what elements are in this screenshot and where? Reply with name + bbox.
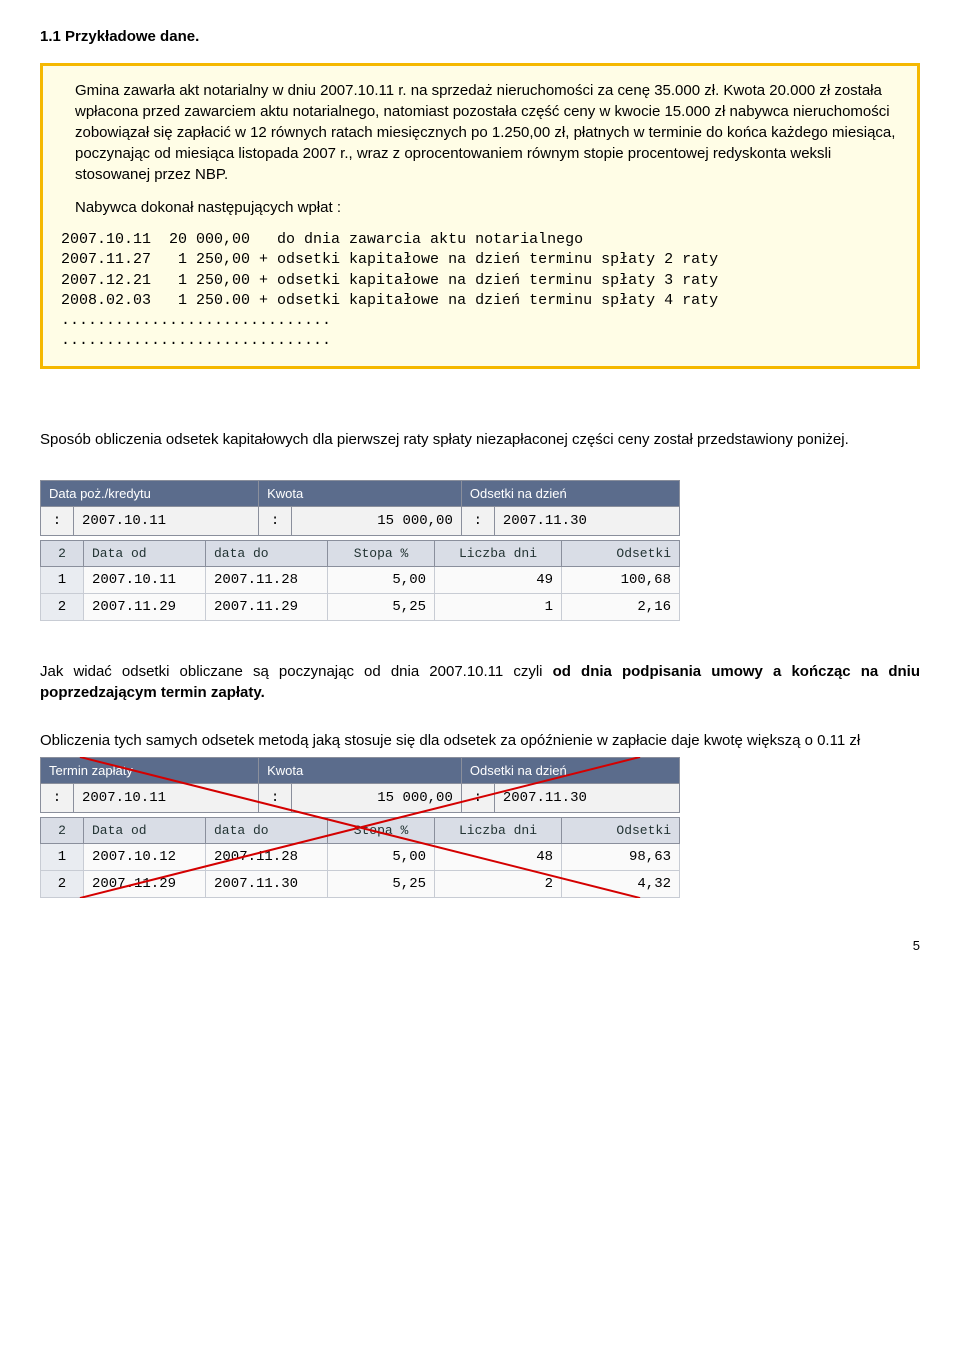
cell-od: 2007.10.12	[84, 843, 206, 870]
crossed-table-wrapper: Termin zapłaty Kwota Odsetki na dzień : …	[40, 757, 680, 898]
cell-do: 2007.11.28	[206, 566, 328, 593]
input-odate[interactable]: 2007.11.30	[494, 506, 679, 535]
colon: :	[461, 506, 494, 535]
cell-dni: 2	[435, 870, 562, 897]
cell-od: 2007.10.11	[84, 566, 206, 593]
example-box: Gmina zawarła akt notarialny w dniu 2007…	[40, 63, 920, 369]
cell-stopa: 5,00	[328, 843, 435, 870]
sub-c1: Data od	[84, 817, 206, 843]
th-odate: Odsetki na dzień	[461, 480, 679, 506]
row-num: 1	[41, 843, 84, 870]
sub-c4: Liczba dni	[435, 817, 562, 843]
th-amount: Kwota	[259, 757, 462, 783]
table1-header: Data poż./kredytu Kwota Odsetki na dzień	[41, 480, 680, 506]
table2-header: Termin zapłaty Kwota Odsetki na dzień	[41, 757, 680, 783]
sub-c3: Stopa %	[328, 817, 435, 843]
cell-dni: 48	[435, 843, 562, 870]
sub-c5: Odsetki	[562, 817, 680, 843]
payments-mono: 2007.10.11 20 000,00 do dnia zawarcia ak…	[61, 230, 899, 352]
paragraph-2: Jak widać odsetki obliczane są poczynają…	[40, 661, 920, 703]
row-num: 1	[41, 566, 84, 593]
table-row: 2 2007.11.29 2007.11.29 5,25 1 2,16	[41, 593, 680, 620]
table1-subheader: 2 Data od data do Stopa % Liczba dni Ods…	[41, 540, 680, 566]
input-amount[interactable]: 15 000,00	[292, 783, 462, 812]
sub-c2: data do	[206, 540, 328, 566]
calc-table-1: Data poż./kredytu Kwota Odsetki na dzień…	[40, 480, 680, 536]
input-amount[interactable]: 15 000,00	[292, 506, 462, 535]
cell-stopa: 5,25	[328, 870, 435, 897]
paragraph-3: Obliczenia tych samych odsetek metodą ja…	[40, 730, 920, 751]
colon: :	[259, 783, 292, 812]
colon: :	[41, 506, 74, 535]
th-date: Termin zapłaty	[41, 757, 259, 783]
cell-dni: 49	[435, 566, 562, 593]
page-number: 5	[40, 938, 920, 953]
cell-ods: 98,63	[562, 843, 680, 870]
table-row: 1 2007.10.12 2007.11.28 5,00 48 98,63	[41, 843, 680, 870]
colon: :	[259, 506, 292, 535]
table-row: 1 2007.10.11 2007.11.28 5,00 49 100,68	[41, 566, 680, 593]
sub-c3: Stopa %	[328, 540, 435, 566]
section-title: 1.1 Przykładowe dane.	[40, 28, 920, 45]
calc-table-1-rows: 2 Data od data do Stopa % Liczba dni Ods…	[40, 540, 680, 621]
cell-stopa: 5,00	[328, 566, 435, 593]
cell-od: 2007.11.29	[84, 870, 206, 897]
th-date: Data poż./kredytu	[41, 480, 259, 506]
row-num: 2	[41, 593, 84, 620]
sub-c4: Liczba dni	[435, 540, 562, 566]
cell-do: 2007.11.29	[206, 593, 328, 620]
para2a: Jak widać odsetki obliczane są poczynają…	[40, 663, 553, 680]
box-paragraph-1: Gmina zawarła akt notarialny w dniu 2007…	[75, 80, 899, 185]
cell-ods: 100,68	[562, 566, 680, 593]
cell-stopa: 5,25	[328, 593, 435, 620]
th-amount: Kwota	[259, 480, 462, 506]
cell-ods: 2,16	[562, 593, 680, 620]
input-date[interactable]: 2007.10.11	[74, 506, 259, 535]
sub-c0: 2	[41, 817, 84, 843]
cell-dni: 1	[435, 593, 562, 620]
sub-c2: data do	[206, 817, 328, 843]
cell-do: 2007.11.28	[206, 843, 328, 870]
table2-inputs: : 2007.10.11 : 15 000,00 : 2007.11.30	[41, 783, 680, 812]
calc-table-2: Termin zapłaty Kwota Odsetki na dzień : …	[40, 757, 680, 813]
sub-c5: Odsetki	[562, 540, 680, 566]
th-odate: Odsetki na dzień	[461, 757, 679, 783]
cell-do: 2007.11.30	[206, 870, 328, 897]
row-num: 2	[41, 870, 84, 897]
calc-table-2-rows: 2 Data od data do Stopa % Liczba dni Ods…	[40, 817, 680, 898]
cell-ods: 4,32	[562, 870, 680, 897]
table2-subheader: 2 Data od data do Stopa % Liczba dni Ods…	[41, 817, 680, 843]
sub-c1: Data od	[84, 540, 206, 566]
colon: :	[41, 783, 74, 812]
input-odate[interactable]: 2007.11.30	[494, 783, 679, 812]
sub-c0: 2	[41, 540, 84, 566]
paragraph-1: Sposób obliczenia odsetek kapitałowych d…	[40, 429, 920, 450]
input-date[interactable]: 2007.10.11	[74, 783, 259, 812]
cell-od: 2007.11.29	[84, 593, 206, 620]
colon: :	[461, 783, 494, 812]
table-row: 2 2007.11.29 2007.11.30 5,25 2 4,32	[41, 870, 680, 897]
box-paragraph-2: Nabywca dokonał następujących wpłat :	[75, 197, 899, 218]
table1-inputs: : 2007.10.11 : 15 000,00 : 2007.11.30	[41, 506, 680, 535]
